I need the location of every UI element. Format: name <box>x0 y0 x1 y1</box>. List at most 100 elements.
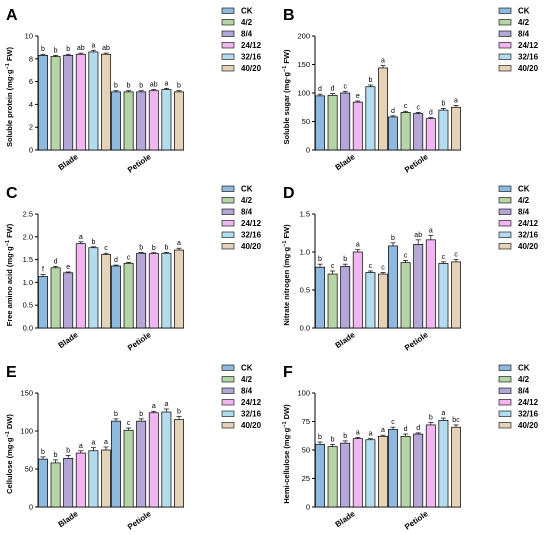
panel-d-sig-letter: c <box>442 254 446 261</box>
panel-e-legend-label: 40/20 <box>241 421 262 430</box>
panel-e: E 0 50 100 150 Cellulose (mg·g−1 DW) b b b a a a Bla… <box>5 364 262 532</box>
panel-d-legend-swatch <box>498 243 512 250</box>
panel-a-ytick-label: 2 <box>29 123 33 132</box>
panel-a-ytick-label: 0 <box>29 146 33 155</box>
panel-c-category-label: Blade <box>57 330 80 350</box>
panel-d-category-label: Petiole <box>403 330 430 353</box>
panel-d: D 0.0 0.5 1.0 1.5 Nitrate nitrogen (mg·g−1 FW… <box>282 185 539 353</box>
panel-c-legend-label: 8/4 <box>241 208 253 217</box>
panel-c-sig-letter: f <box>42 267 44 274</box>
panel-c-sig-letter: b <box>164 244 168 251</box>
panel-e-sig-letter: b <box>114 411 118 418</box>
panel-e-legend-label: 4/2 <box>241 375 253 384</box>
panel-e-legend-swatch <box>221 387 235 394</box>
panel-b-sig-letter: c <box>404 103 408 110</box>
panel-a-bar <box>161 89 172 151</box>
panel-f-legend-swatch <box>498 399 512 406</box>
panel-f-sig-letter: a <box>368 431 372 438</box>
panel-b-sig-letter: d <box>318 86 322 93</box>
panel-c-sig-letter: b <box>139 244 143 251</box>
panel-f-legend-label: CK <box>518 364 530 373</box>
panel-c-sig-letter: e <box>66 264 70 271</box>
panel-c-legend-swatch <box>221 231 235 238</box>
panel-b-ytick-label: 0 <box>306 146 310 155</box>
panel-b-sig-letter: c <box>343 83 347 90</box>
panel-a-ytick-label: 6 <box>29 77 33 86</box>
panel-d-bar <box>451 261 461 329</box>
panel-e-sig-letter: a <box>91 440 95 447</box>
panel-a-sig-letter: b <box>41 46 45 53</box>
panel-b-sig-letter: a <box>381 58 385 65</box>
panel-c-bar <box>50 267 61 329</box>
panel-d-bar <box>425 239 436 329</box>
panel-f-legend-swatch <box>498 364 512 371</box>
panel-d-sig-letter: c <box>454 252 458 259</box>
panel-e-legend-swatch <box>221 399 235 406</box>
panel-a-sig-letter: b <box>177 83 181 90</box>
panel-f-sig-letter: d <box>404 426 408 433</box>
panel-a-sig-letter: ab <box>102 45 110 52</box>
panel-b-sig-letter: d <box>331 86 335 93</box>
panel-f-legend-swatch <box>498 387 512 394</box>
panel-d-label: D <box>283 185 295 202</box>
panel-a-legend-swatch <box>221 7 235 14</box>
panel-e-bar <box>136 420 147 508</box>
panel-f-bar <box>327 446 338 508</box>
panel-c-sig-letter: d <box>114 257 118 264</box>
panel-a-legend-swatch <box>221 53 235 60</box>
panel-e-sig-letter: b <box>66 447 70 454</box>
panel-e-legend-swatch <box>221 376 235 383</box>
panel-e-sig-letter: c <box>127 420 131 427</box>
panel-f-bar <box>378 435 388 508</box>
panel-f-sig-letter: b <box>343 433 347 440</box>
panel-c-bar <box>123 262 134 329</box>
panel-d-sig-letter: c <box>331 263 335 270</box>
panel-a-ylabel: Soluble protein (mg·g−1 FW) <box>5 46 14 147</box>
panel-c-ytick-label: 2.0 <box>23 232 33 241</box>
panel-b-category-label: Blade <box>334 152 357 172</box>
panel-a-ytick-label: 4 <box>29 100 33 109</box>
panel-f-ytick-label: 0 <box>306 503 310 512</box>
panel-f-sig-letter: b <box>331 436 335 443</box>
panel-b-bar <box>365 86 376 151</box>
panel-a-bar <box>123 91 134 151</box>
panel-c-ytick-label: 0.0 <box>23 324 33 333</box>
panel-a-bar <box>88 51 99 151</box>
panel-d-sig-letter: b <box>391 235 395 242</box>
panel-b-legend-swatch <box>498 53 512 60</box>
panel-d-bar <box>378 273 388 329</box>
panel-d-ylabel: Nitrate nitrogen (mg·g−1 FW) <box>282 224 291 326</box>
panel-a-bar <box>101 53 111 151</box>
panel-a-bar <box>136 91 147 151</box>
panel-f-sig-letter: b <box>318 434 322 441</box>
panel-a-ytick-label: 10 <box>25 32 33 41</box>
panel-e-bar <box>63 458 74 508</box>
panel-b-sig-letter: c <box>416 104 420 111</box>
panel-f-ytick-label: 100 <box>297 389 310 398</box>
panel-c-legend-label: 40/20 <box>241 242 262 251</box>
panel-f-ytick-label: 25 <box>302 474 310 483</box>
panel-b-legend-label: 32/16 <box>518 53 539 62</box>
panel-f-legend-label: 40/20 <box>518 421 539 430</box>
panel-c-legend-label: CK <box>241 185 253 194</box>
panel-b-ytick-label: 100 <box>297 89 310 98</box>
panel-e-category-label: Blade <box>57 509 80 529</box>
panel-a-legend-swatch <box>221 30 235 37</box>
panel-f-sig-letter: a <box>381 427 385 434</box>
panel-a-sig-letter: b <box>139 83 143 90</box>
panel-d-legend-swatch <box>498 197 512 204</box>
panel-a-bar <box>148 90 159 151</box>
panel-f-legend-label: 4/2 <box>518 375 530 384</box>
panel-f-bar <box>425 424 436 508</box>
panel-d-sig-letter: c <box>381 265 385 272</box>
panel-e-legend-label: CK <box>241 364 253 373</box>
panel-e-sig-letter: b <box>54 452 58 459</box>
panel-e-ytick-label: 100 <box>20 427 33 436</box>
panel-a-legend-label: 4/2 <box>241 18 253 27</box>
panel-e-bar <box>38 458 48 508</box>
panel-b-legend-label: 4/2 <box>518 18 530 27</box>
panel-b-bar <box>388 116 398 151</box>
panel-b-sig-letter: a <box>454 98 458 105</box>
